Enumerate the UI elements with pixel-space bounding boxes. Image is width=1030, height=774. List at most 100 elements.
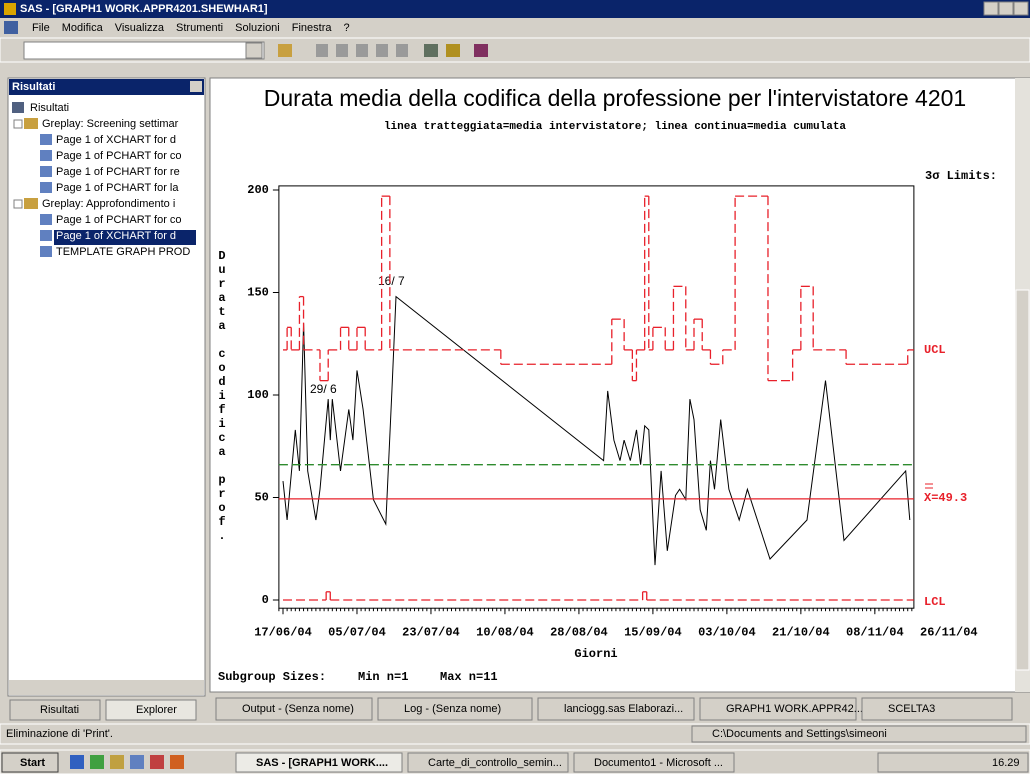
clock: 16.29 — [992, 757, 1020, 769]
panel-title: Risultati — [12, 81, 55, 93]
lcl-label: LCL — [924, 595, 946, 609]
task-button[interactable] — [573, 752, 735, 773]
window-tab[interactable] — [215, 697, 373, 721]
window-title: SAS - [GRAPH1 WORK.APPR4201.SHEWHAR1] — [20, 3, 268, 15]
tree-icon — [40, 246, 52, 257]
subgroup-sizes: Min n=1 — [358, 670, 408, 684]
dropdown-button[interactable] — [245, 42, 263, 59]
app-icon — [4, 3, 16, 15]
graph-window — [209, 77, 1030, 693]
tree-icon — [24, 118, 38, 129]
tree-item[interactable]: TEMPLATE GRAPH PROD — [56, 246, 190, 258]
tree-icon — [40, 134, 52, 145]
panel-header — [9, 79, 204, 95]
tree-root[interactable]: Risultati — [30, 102, 69, 114]
menu-item[interactable]: File — [32, 22, 50, 34]
tree-item[interactable]: Page 1 of PCHART for re — [56, 166, 180, 178]
results-panel — [7, 77, 206, 697]
window-tab[interactable] — [377, 697, 533, 721]
quick-launch[interactable] — [70, 755, 184, 769]
tree-group[interactable]: Greplay: Screening settimar — [42, 118, 179, 130]
y-tick-label: 150 — [247, 286, 269, 300]
task-label: Documento1 - Microsoft ... — [594, 757, 723, 769]
window-controls[interactable] — [983, 1, 1029, 16]
window-tab-label: lanciogg.sas Elaborazi... — [564, 703, 683, 715]
expander[interactable] — [13, 119, 23, 129]
annotation: 16/ 7 — [378, 274, 405, 288]
tree-icon — [12, 102, 24, 113]
task-button[interactable] — [235, 752, 403, 773]
status-message: Eliminazione di 'Print'. — [6, 728, 113, 740]
x-tick-label: 17/06/04 — [254, 625, 312, 639]
tree-item[interactable]: Page 1 of PCHART for co — [56, 214, 182, 226]
tree-icon — [24, 198, 38, 209]
x-tick-label: 15/09/04 — [624, 625, 682, 639]
x-tick-label: 08/11/04 — [846, 625, 904, 639]
command-box[interactable] — [23, 41, 265, 60]
start-button[interactable] — [1, 752, 59, 773]
chart-subtitle: linea tratteggiata=media intervistatore;… — [384, 121, 846, 133]
panel-tab-label: Risultati — [40, 704, 79, 716]
annotation: 29/ 6 — [310, 382, 337, 396]
status-bar — [0, 723, 1030, 745]
limits-label: 3σ Limits: — [925, 169, 997, 183]
x-tick-label: 26/11/04 — [920, 625, 978, 639]
tree-group[interactable]: Greplay: Approfondimento i — [42, 198, 175, 210]
menu-item[interactable]: Soluzioni — [235, 22, 280, 34]
window-tab[interactable] — [699, 697, 857, 721]
h-scrollbar[interactable] — [9, 680, 204, 695]
tab-bar: Risultati Explorer Output - (Senza nome) Lo… — [9, 697, 1013, 721]
x-tick-label: 28/08/04 — [550, 625, 608, 639]
menu-item[interactable]: Visualizza — [115, 22, 165, 34]
panel-tab[interactable] — [105, 699, 197, 721]
x-tick-label: 23/07/04 — [402, 625, 460, 639]
y-tick-label: 200 — [247, 183, 269, 197]
panel-close[interactable] — [190, 81, 202, 92]
status-path-box — [691, 725, 1027, 743]
tree-icon — [40, 150, 52, 161]
task-label: Carte_di_controllo_semin... — [428, 757, 562, 769]
x-tick-label: 03/10/04 — [698, 625, 756, 639]
subgroup-sizes: Subgroup Sizes: — [218, 670, 326, 684]
tree-icon — [40, 230, 52, 241]
chart-title: Durata media della codifica della profes… — [264, 85, 966, 111]
start-label: Start — [20, 757, 45, 769]
window-tab-label: SCELTA3 — [888, 703, 935, 715]
menu-icon — [4, 21, 18, 34]
tree-icon — [40, 214, 52, 225]
tree-item[interactable]: Page 1 of XCHART for d — [56, 230, 176, 242]
chart: Durata media della codifica della profes… — [218, 85, 997, 684]
tree-item[interactable]: Page 1 of XCHART for d — [56, 134, 176, 146]
tree-icon — [40, 166, 52, 177]
task-button[interactable] — [407, 752, 569, 773]
x-tick-label: 21/10/04 — [772, 625, 830, 639]
x-tick-label: 05/07/04 — [328, 625, 386, 639]
menu-item[interactable]: Modifica — [62, 22, 104, 34]
menu-item[interactable]: Finestra — [292, 22, 333, 34]
menu-item[interactable]: ? — [344, 22, 350, 34]
menu-item[interactable]: Strumenti — [176, 22, 223, 34]
menu-bar: File Modifica Visualizza Strumenti Soluzioni… — [4, 21, 350, 34]
status-path: C:\Documents and Settings\simeoni — [712, 728, 887, 740]
expander[interactable] — [13, 199, 23, 209]
tree: Risultati Greplay: Screening settimar Page… — [12, 102, 190, 258]
plot-frame — [278, 185, 915, 609]
scroll-thumb[interactable] — [1015, 289, 1030, 671]
tree-item[interactable]: Page 1 of PCHART for co — [56, 150, 182, 162]
series-line — [282, 295, 911, 566]
ucl-label: UCL — [924, 343, 946, 357]
window-tab-label: Log - (Senza nome) — [404, 703, 501, 715]
y-tick-label: 0 — [262, 593, 269, 607]
window-tab[interactable] — [537, 697, 695, 721]
toolbar-icons[interactable] — [278, 44, 488, 57]
center-label: X=49.3 — [924, 491, 967, 505]
panel-tab-label: Explorer — [136, 704, 177, 716]
task-items: SAS - [GRAPH1 WORK.... Carte_di_controllo… — [235, 752, 735, 773]
y-tick-label: 50 — [254, 491, 268, 505]
subgroup-sizes: Max n=11 — [440, 670, 498, 684]
task-label: SAS - [GRAPH1 WORK.... — [256, 757, 388, 769]
selection-highlight — [54, 230, 196, 245]
tree-item[interactable]: Page 1 of PCHART for la — [56, 182, 179, 194]
panel-tab[interactable] — [9, 699, 101, 721]
window-tab[interactable] — [861, 697, 1013, 721]
